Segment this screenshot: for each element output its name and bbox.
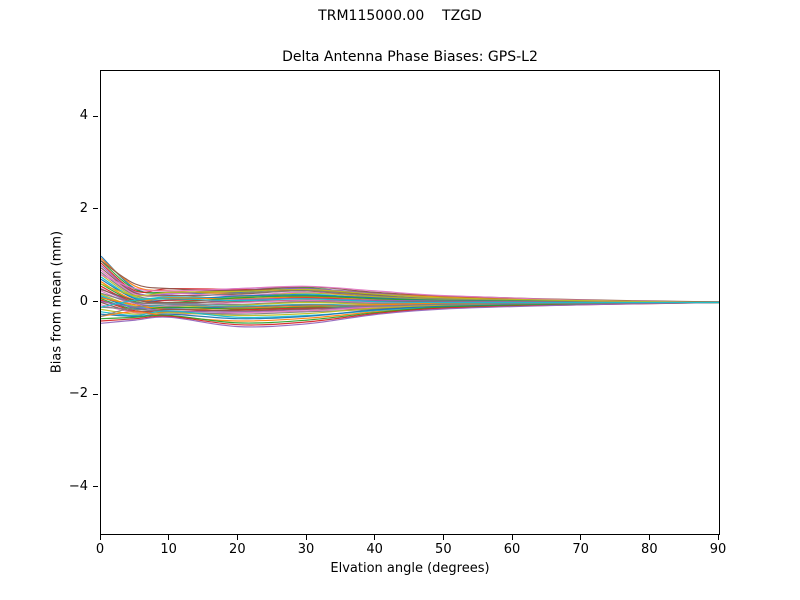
series-line: [101, 298, 719, 308]
series-lines-canvas: [101, 255, 719, 328]
x-tick-label: 90: [709, 542, 727, 557]
y-tick-label: −4: [68, 478, 88, 494]
x-tick: [648, 535, 650, 540]
y-tick-label: 2: [79, 200, 88, 216]
x-tick: [374, 535, 376, 540]
y-tick-label: 4: [79, 108, 88, 124]
x-tick-label: 40: [366, 542, 383, 557]
y-tick-label: −2: [68, 386, 88, 402]
x-tick: [717, 535, 719, 540]
y-tick: [93, 208, 98, 210]
axes-title: Delta Antenna Phase Biases: GPS-L2: [282, 49, 538, 65]
x-tick-label: 30: [297, 542, 315, 557]
x-tick: [236, 535, 238, 540]
y-axis-label: Bias from mean (mm): [49, 230, 65, 374]
y-tick-label: 0: [79, 293, 88, 309]
x-tick: [511, 535, 513, 540]
figure-title: TRM115000.00 TZGD: [318, 8, 482, 24]
y-tick: [93, 486, 98, 488]
x-tick: [305, 535, 307, 540]
x-tick: [580, 535, 582, 540]
y-tick: [93, 393, 98, 395]
x-tick-label: 70: [572, 542, 589, 557]
plot-area: [100, 70, 720, 535]
y-tick: [93, 301, 98, 302]
x-tick-label: 50: [435, 542, 452, 557]
y-tick: [93, 115, 98, 117]
series-line: [101, 283, 719, 304]
x-axis-label: Elvation angle (degrees): [330, 561, 490, 576]
x-tick: [168, 535, 170, 540]
x-tick-label: 0: [95, 542, 105, 557]
x-tick: [99, 535, 101, 540]
x-tick-label: 60: [503, 542, 521, 557]
x-tick-label: 80: [641, 542, 658, 557]
x-tick: [442, 535, 444, 540]
series-line: [101, 301, 719, 317]
x-tick-label: 10: [160, 542, 177, 557]
x-tick-label: 20: [229, 542, 246, 557]
series-line: [101, 301, 719, 328]
